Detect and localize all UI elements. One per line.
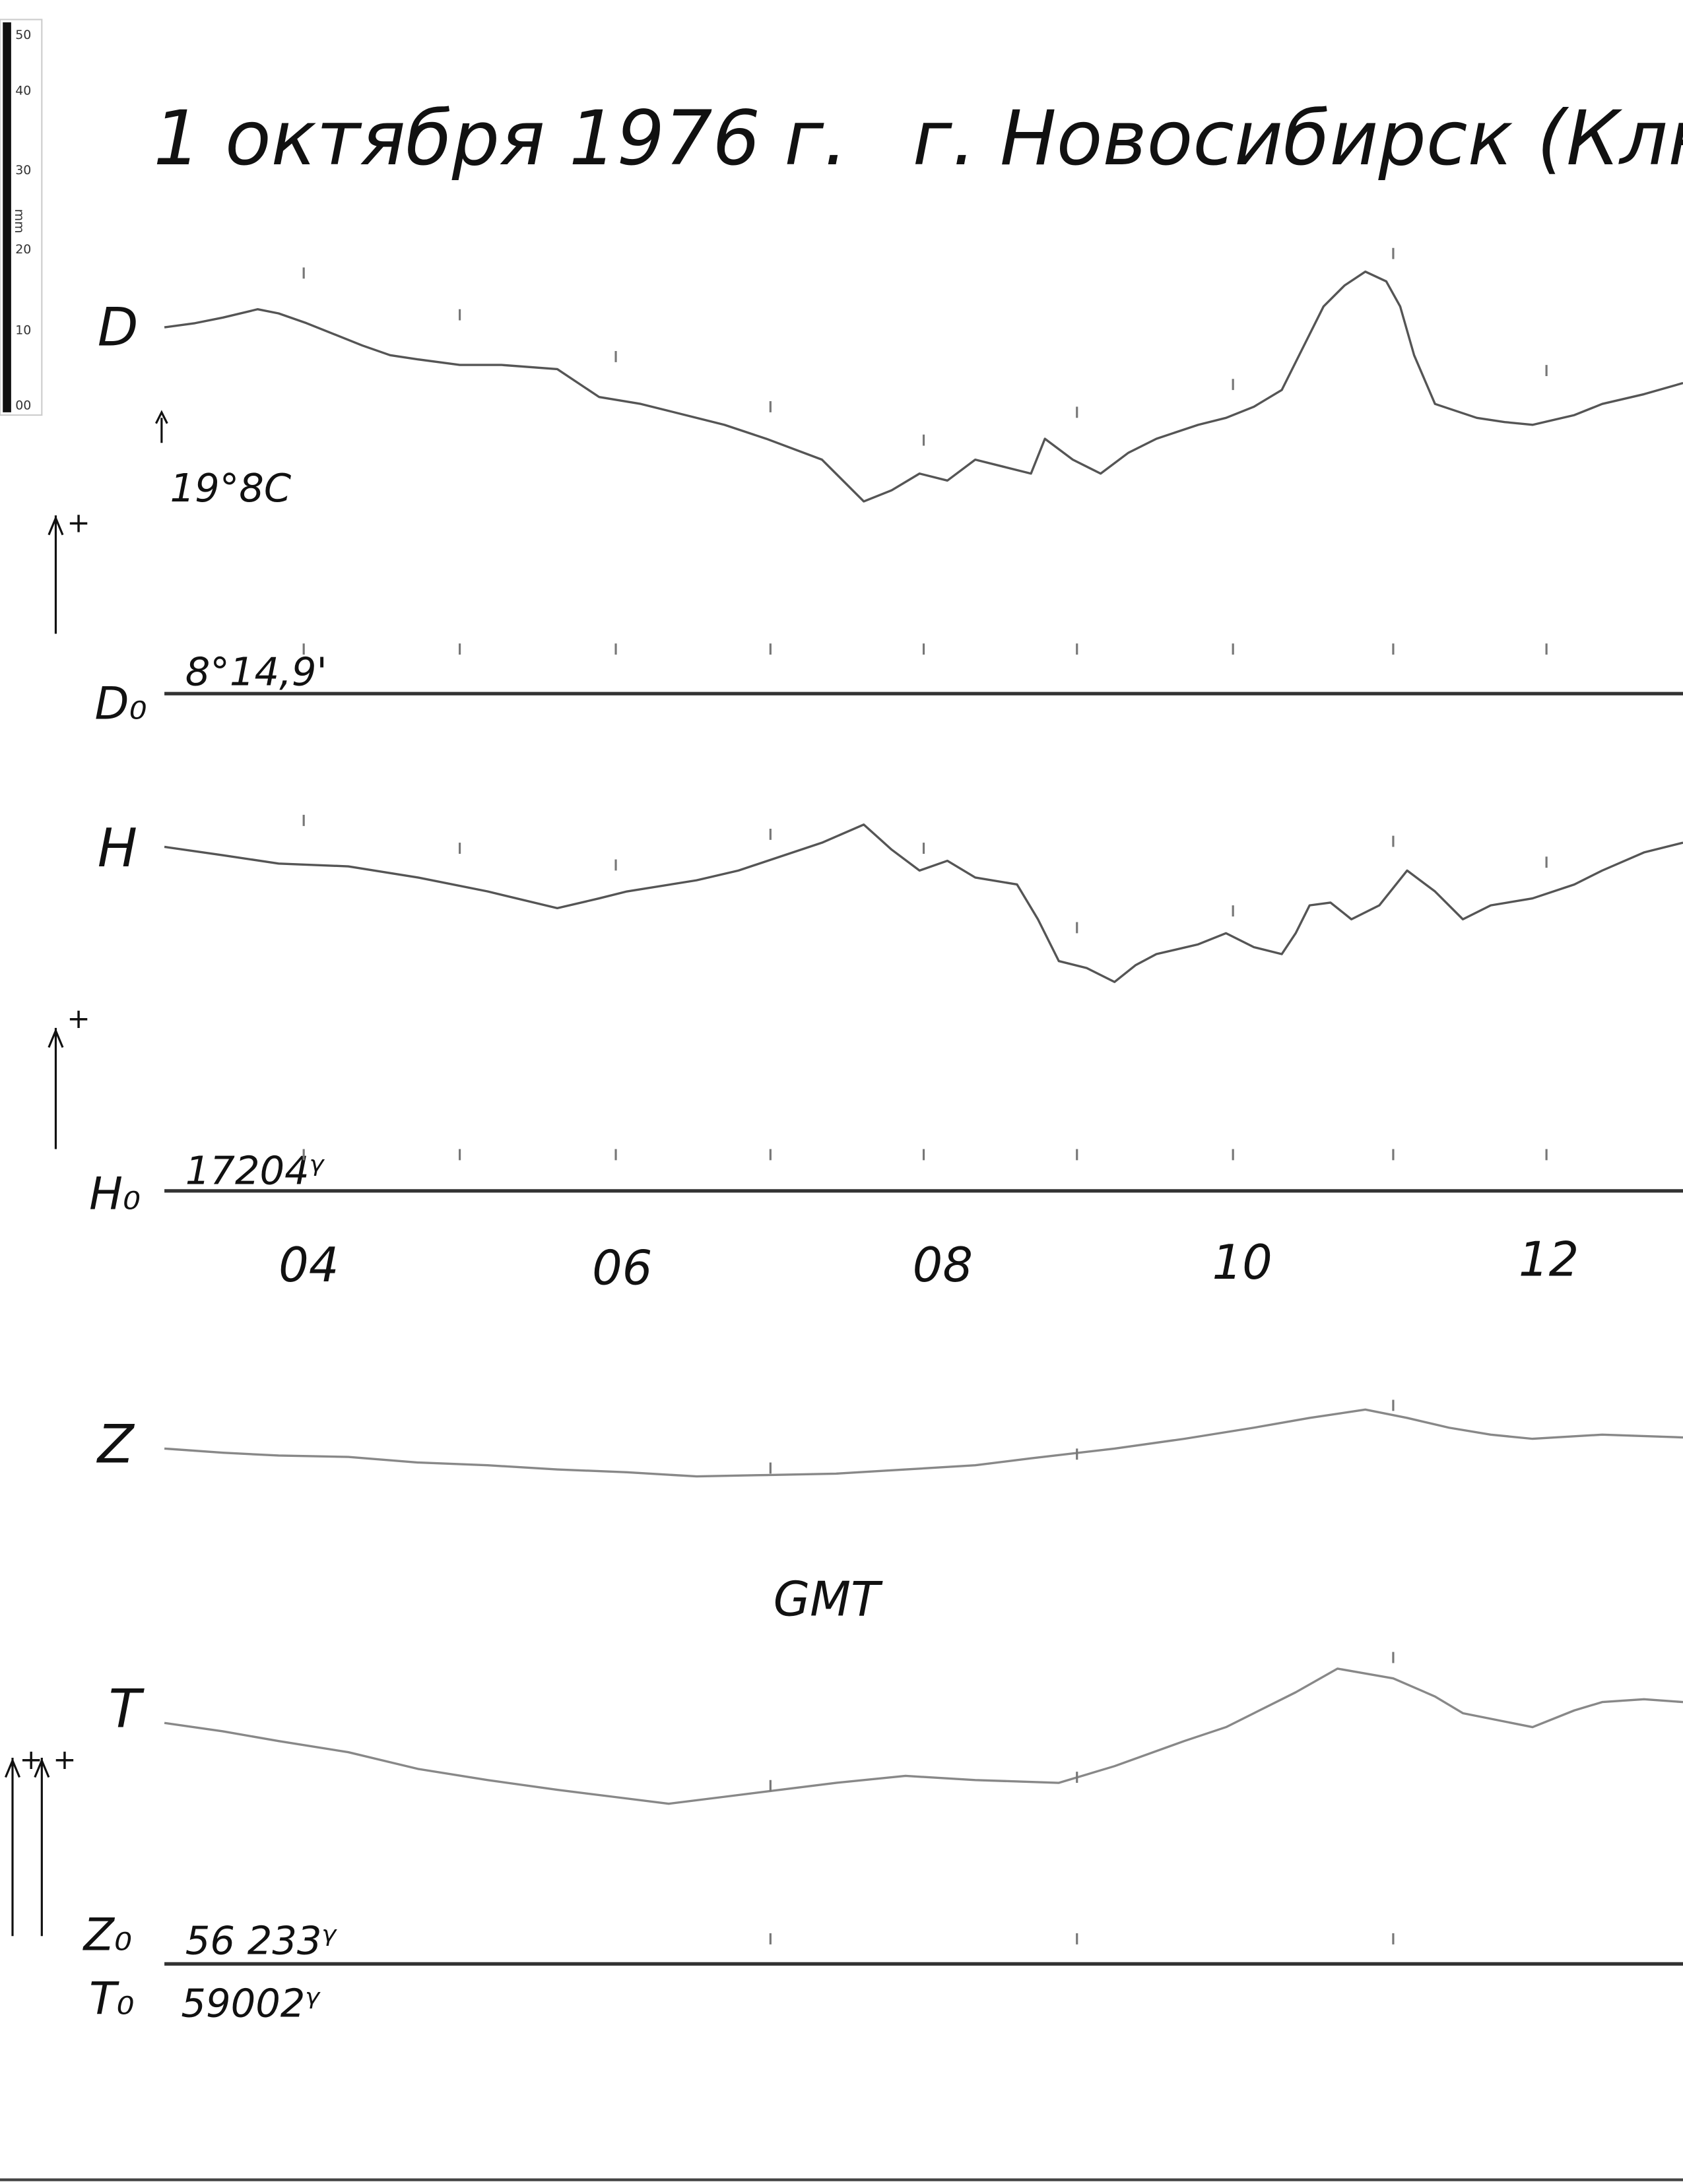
time-label: 10: [1212, 1235, 1272, 1290]
ruler-label: 40: [15, 84, 31, 98]
ruler-label: 00: [15, 399, 31, 413]
time-label: 08: [913, 1237, 973, 1293]
baseline-value: 8°14,9': [185, 649, 327, 695]
baseline-label: T₀: [89, 1972, 134, 2024]
axis-unit: GMT: [774, 1572, 884, 1627]
time-label: 12: [1519, 1232, 1579, 1287]
arrow: [48, 1027, 64, 1149]
hour-ticks-t: [769, 1652, 1395, 1791]
hour-ticks-h0: [302, 1149, 1548, 1161]
polarity: +: [67, 1002, 90, 1035]
polarity: +: [67, 506, 90, 538]
trace-label: Z: [96, 1414, 135, 1475]
ruler: 50 40 30 mm 20 10 00: [0, 18, 43, 416]
baseline-value: 56 233ᵞ: [185, 1918, 338, 1964]
baseline-label: Z₀: [82, 1908, 132, 1960]
ruler-label: 10: [15, 323, 31, 338]
trace-label: H: [98, 818, 137, 879]
hour-ticks-d0: [302, 643, 1548, 655]
ruler-unit: mm: [12, 209, 26, 234]
place-title: г. Новосибирск (Ключ: [913, 94, 1683, 182]
time-label: 06: [592, 1240, 652, 1295]
hour-ticks-base: [769, 1933, 1395, 1944]
baseline-value: 17204ᵞ: [185, 1147, 325, 1193]
trace-label: T: [109, 1679, 145, 1740]
hour-ticks: [302, 247, 1548, 1944]
h-trace: [164, 823, 1683, 983]
arrow: [4, 1758, 21, 1937]
baseline-label: H₀: [89, 1167, 141, 1219]
polarity: +: [20, 1743, 43, 1776]
ruler-label: 20: [15, 242, 31, 257]
baseline-label: D₀: [95, 677, 147, 729]
baseline-value: 59002ᵞ: [181, 1981, 321, 2026]
time-label: 04: [279, 1237, 339, 1293]
trace-label: D: [98, 297, 139, 358]
trace-note: 19°8C: [170, 465, 292, 511]
arrow: [34, 1758, 50, 1937]
ruler-bar: [3, 22, 11, 412]
z-trace: [164, 1408, 1683, 1478]
arrow: [48, 515, 64, 634]
t-trace: [164, 1667, 1683, 1805]
d-trace: [164, 270, 1683, 503]
date-title: 1 октября 1976 г.: [153, 94, 847, 182]
hour-ticks-h: [302, 814, 1548, 934]
polarity: +: [53, 1743, 76, 1776]
ruler-label: 30: [15, 163, 31, 177]
hour-ticks-d: [302, 247, 1548, 446]
arrow: [155, 410, 168, 443]
hour-ticks-z: [769, 1399, 1395, 1474]
ruler-label: 50: [15, 28, 31, 42]
